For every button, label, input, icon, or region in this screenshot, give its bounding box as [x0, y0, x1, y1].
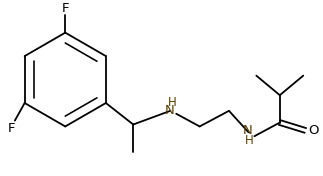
Text: N: N	[164, 104, 174, 117]
Text: F: F	[8, 122, 16, 135]
Text: H: H	[168, 96, 177, 109]
Text: F: F	[61, 2, 69, 15]
Text: N: N	[243, 124, 252, 137]
Text: H: H	[245, 134, 254, 147]
Text: O: O	[308, 124, 318, 137]
